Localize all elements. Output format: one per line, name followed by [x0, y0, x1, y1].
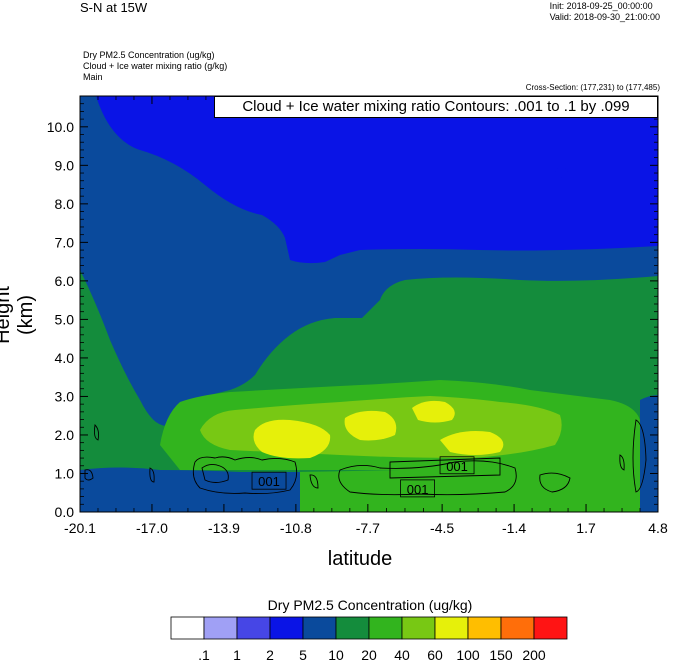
init-time: Init: 2018-09-25_00:00:00 — [549, 1, 653, 11]
y-tick-label: 2.0 — [55, 427, 75, 443]
contour-line — [338, 460, 517, 496]
y-tick-label: 4.0 — [55, 350, 75, 366]
field-list: Dry PM2.5 Concentration (ug/kg) Cloud + … — [83, 50, 227, 83]
contour-line — [619, 454, 625, 471]
colorbar-label: 20 — [361, 647, 377, 663]
x-tick-label: 4.8 — [648, 520, 668, 536]
y-tick-label: 3.0 — [55, 388, 75, 404]
x-tick-label: 1.7 — [576, 520, 596, 536]
filled-contours — [80, 96, 658, 512]
y-axis-title: Height (km) — [0, 286, 37, 344]
fill-level-10-surface — [80, 467, 300, 512]
fill-level-10-right — [640, 395, 658, 512]
contour-line — [539, 472, 571, 493]
colorbar-label: 100 — [456, 647, 480, 663]
colorbar-label: 150 — [489, 647, 513, 663]
colorbar-label: 5 — [299, 647, 307, 663]
cloud-contours — [84, 419, 647, 496]
colorbar-swatch — [368, 616, 403, 640]
fill-level-5-patch — [555, 167, 568, 178]
fill-level-40-surface — [300, 467, 658, 512]
colorbar-swatch — [500, 616, 535, 640]
y-tick-label: 1.0 — [55, 465, 75, 481]
y-tick-label: 6.0 — [55, 273, 75, 289]
colorbar-swatch — [401, 616, 436, 640]
colorbar-swatch — [533, 616, 568, 640]
contour-line — [389, 457, 501, 479]
x-tick-label: -17.0 — [136, 520, 168, 536]
colorbar-label: 2 — [266, 647, 274, 663]
colorbar: .1 1 2 5 10 20 40 60 100 150 200 — [170, 616, 568, 663]
contour-label-box — [251, 471, 287, 490]
contour-line — [93, 424, 100, 441]
contour-line — [149, 467, 155, 483]
y-tick-label: 9.0 — [55, 157, 75, 173]
x-tick-label: -1.4 — [502, 520, 526, 536]
contour-line — [192, 456, 298, 495]
y-tick-label: 8.0 — [55, 196, 75, 212]
field-pm25: Dry PM2.5 Concentration (ug/kg) — [83, 50, 215, 60]
field-main: Main — [83, 72, 103, 82]
contour-labels: 001 001 001 — [251, 456, 475, 498]
colorbar-label: 40 — [394, 647, 410, 663]
colorbar-label: 1 — [233, 647, 241, 663]
x-axis-title: latitude — [327, 548, 393, 570]
contour-line — [201, 463, 229, 483]
colorbar-swatch — [434, 616, 469, 640]
colorbar-swatch — [302, 616, 337, 640]
contour-line — [632, 419, 647, 493]
x-tick-label: -13.9 — [208, 520, 240, 536]
contour-label-box — [400, 479, 435, 498]
colorbar-label: 200 — [522, 647, 546, 663]
y-tick-label: 0.0 — [55, 504, 75, 520]
colorbar-swatch — [203, 616, 238, 640]
contour-note: Cloud + Ice water mixing ratio Contours:… — [214, 96, 658, 118]
colorbar-swatch — [236, 616, 271, 640]
contour-label: 001 — [446, 459, 468, 474]
contour-label: 001 — [258, 474, 280, 489]
colorbar-swatch — [467, 616, 502, 640]
colorbar-swatch — [269, 616, 304, 640]
colorbar-label: .1 — [198, 647, 210, 663]
y-tick-label: 10.0 — [47, 119, 74, 135]
colorbar-label: 10 — [328, 647, 344, 663]
x-tick-label: -7.7 — [356, 520, 380, 536]
colorbar-swatch — [335, 616, 370, 640]
contour-label: 001 — [407, 482, 429, 497]
x-tick-label: -4.5 — [430, 520, 454, 536]
field-cloud: Cloud + Ice water mixing ratio (g/kg) — [83, 61, 228, 71]
fill-level-100 — [344, 410, 397, 441]
fill-level-100 — [253, 419, 331, 459]
cross-section-label: Cross-Section: (177,231) to (177,485) — [525, 83, 660, 92]
contour-label-box — [439, 456, 475, 475]
x-tick-label: -10.8 — [280, 520, 312, 536]
x-axis: -20.1 -17.0 -13.9 -10.8 -7.7 -4.5 -1.4 1.7 4.8 — [64, 96, 668, 536]
contour-line — [84, 469, 94, 481]
y-tick-label: 5.0 — [55, 311, 75, 327]
x-tick-label: -20.1 — [64, 520, 96, 536]
fill-level-100 — [412, 400, 455, 423]
plot-title: S-N at 15W — [80, 0, 148, 15]
time-info: Init: 2018-09-25_00:00:00 Valid: 2018-09… — [550, 1, 660, 23]
contour-line — [309, 474, 319, 489]
colorbar-title: Dry PM2.5 Concentration (ug/kg) — [267, 597, 473, 613]
valid-time: Valid: 2018-09-30_21:00:00 — [549, 12, 660, 22]
y-tick-label: 7.0 — [55, 234, 75, 250]
colorbar-swatch — [170, 616, 205, 640]
colorbar-label: 60 — [427, 647, 443, 663]
y-axis: 0.0 1.0 2.0 3.0 4.0 5.0 6.0 7.0 8.0 9.0 10.0 — [47, 95, 658, 520]
fill-level-100 — [440, 431, 504, 455]
